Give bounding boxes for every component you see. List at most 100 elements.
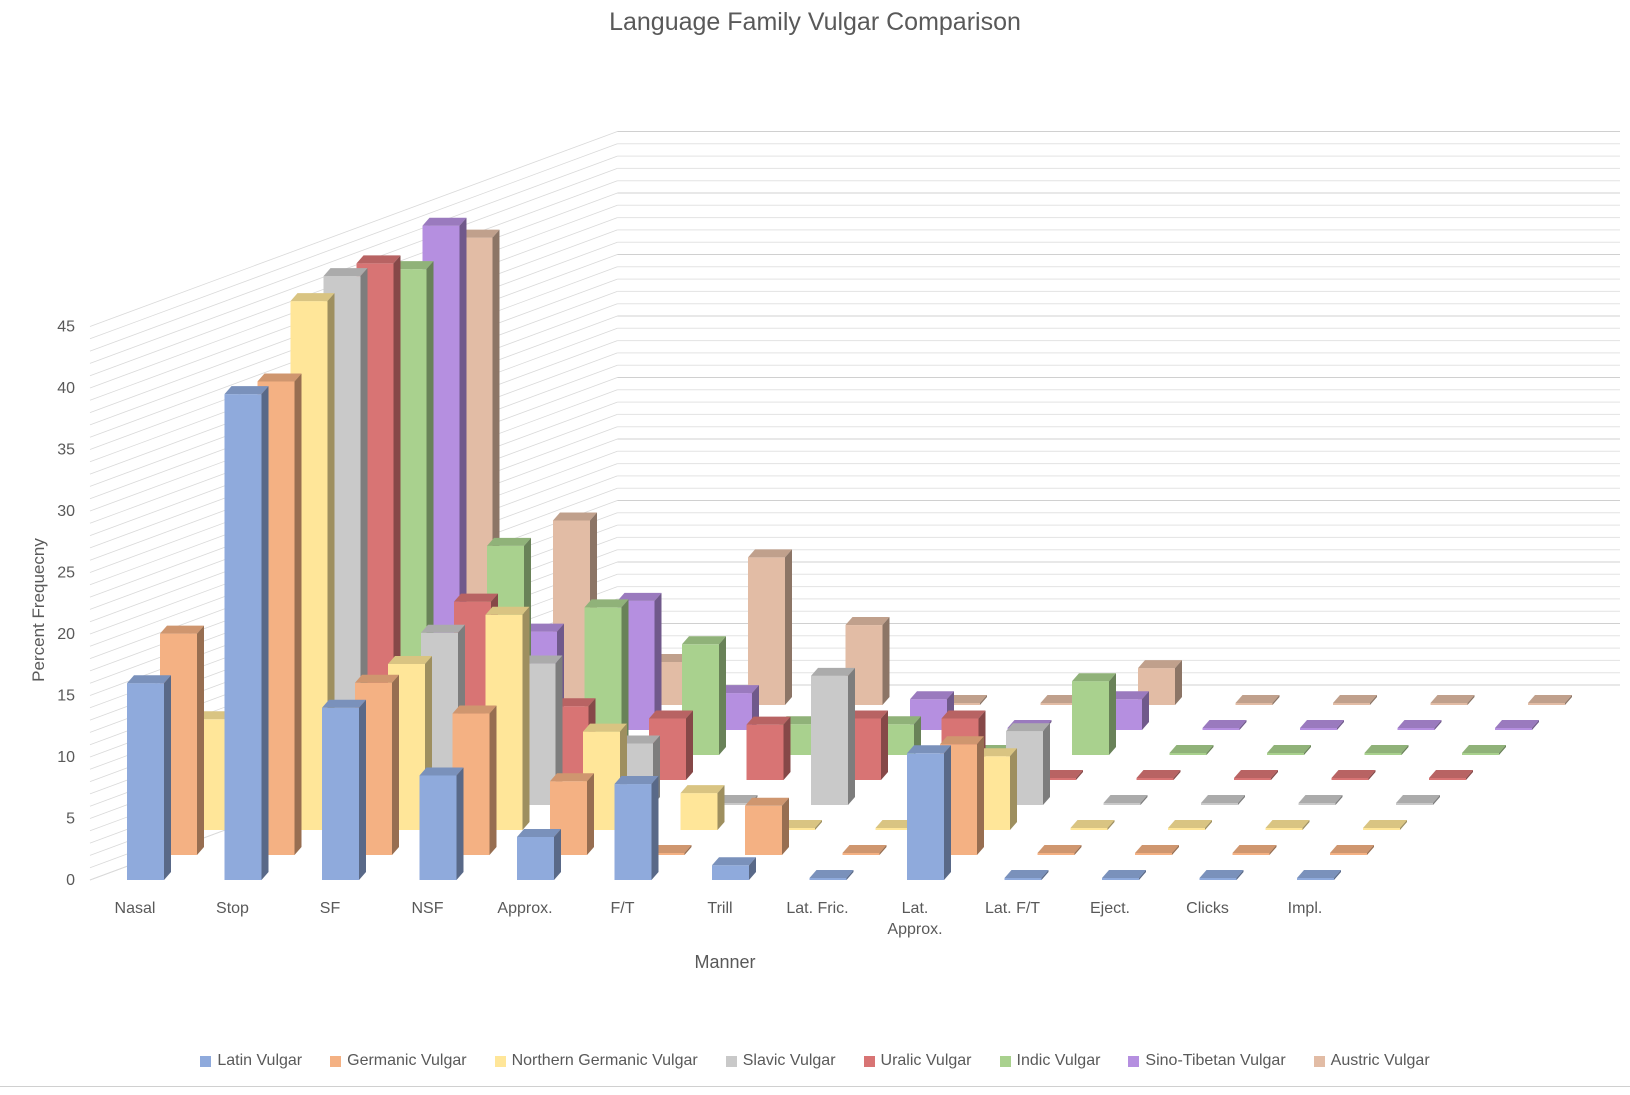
bar-2-9	[1070, 820, 1115, 830]
bar-side	[1400, 820, 1407, 830]
x-tick-label: Trill	[707, 900, 732, 917]
chart-axis-labels: 0 5 10 15 20 25 30 35 40 45 Nasal Stop SF NSF Approx. F…	[29, 319, 1322, 973]
bar-top	[1037, 845, 1082, 853]
side-gridline	[89, 131, 618, 327]
bar-6-10	[1300, 720, 1344, 730]
legend-label: Germanic Vulgar	[347, 1052, 467, 1069]
bar-top	[907, 745, 951, 754]
legend-item: Northern Germanic Vulgar	[494, 1052, 698, 1070]
bar-top	[257, 373, 302, 382]
bar-2-5	[680, 785, 725, 830]
x-tick-label: Lat. Approx.	[887, 900, 942, 938]
bar-front	[745, 805, 782, 855]
bar-top	[1397, 720, 1442, 728]
bar-side	[392, 674, 399, 855]
x-tick-label: Lat. Fric.	[786, 900, 848, 917]
y-tick-label: 30	[57, 503, 75, 520]
bar-side	[977, 736, 984, 855]
bar-side	[1302, 820, 1310, 830]
bar-2-10	[1168, 820, 1212, 830]
bar-front	[1267, 753, 1304, 755]
bar-front	[1396, 803, 1433, 805]
bar-5-12	[1462, 745, 1506, 755]
bar-side	[684, 845, 692, 855]
bar-top	[1331, 770, 1376, 778]
bar-front	[712, 865, 749, 880]
bar-side	[1140, 795, 1148, 805]
bar-0-2	[322, 699, 366, 880]
x-tick-label: SF	[320, 900, 341, 917]
bottom-divider	[0, 1086, 1630, 1087]
bar-3-12	[1396, 795, 1440, 805]
bar-front	[1297, 878, 1334, 880]
bar-side	[1206, 745, 1214, 755]
bar-front	[1462, 753, 1499, 755]
bar-7-10	[1333, 695, 1377, 705]
bar-side	[1334, 870, 1341, 880]
chart-legend: Latin Vulgar Germanic Vulgar Northern Germ…	[0, 1052, 1630, 1070]
bar-0-12	[1297, 870, 1341, 880]
bar-side	[782, 797, 789, 855]
bar-top	[1234, 770, 1278, 778]
bar-front	[842, 853, 880, 855]
bar-5-8	[1072, 673, 1116, 755]
bar-front	[1495, 728, 1532, 730]
bar-0-5	[614, 776, 659, 880]
legend-swatch	[1313, 1055, 1325, 1067]
x-tick-label: Approx.	[497, 900, 552, 917]
legend-item: Latin Vulgar	[200, 1052, 302, 1070]
bar-front	[1202, 728, 1240, 730]
bar-side	[881, 710, 888, 780]
bar-1-9	[1037, 845, 1082, 855]
bar-top	[290, 293, 335, 302]
bar-6-6	[910, 691, 954, 730]
bar-1-12	[1330, 845, 1374, 855]
bar-side	[1041, 870, 1049, 880]
bar-front	[1037, 853, 1075, 855]
bar-top	[811, 667, 855, 676]
bar-2-3	[485, 606, 530, 830]
bar-front	[1430, 703, 1468, 705]
bar-front	[1168, 828, 1205, 830]
bar-front	[1330, 853, 1367, 855]
bar-0-10	[1102, 870, 1146, 880]
legend-label: Slavic Vulgar	[742, 1052, 836, 1069]
bar-front	[1333, 703, 1370, 705]
bar-side	[1401, 745, 1409, 755]
bar-top	[617, 592, 662, 601]
bar-top	[485, 606, 530, 615]
bar-side	[1434, 720, 1442, 730]
bar-side	[1304, 745, 1311, 755]
bar-side	[815, 820, 822, 830]
legend-swatch	[999, 1055, 1011, 1067]
bar-front	[1528, 703, 1565, 705]
bar-top	[745, 797, 789, 806]
bar-side	[1271, 770, 1278, 780]
bar-top	[1265, 820, 1310, 828]
bar-top	[712, 857, 756, 866]
bar-top	[1201, 795, 1245, 803]
bar-top	[553, 512, 597, 521]
bar-side	[327, 293, 335, 831]
bar-0-11	[1199, 870, 1244, 880]
bar-top	[1300, 720, 1344, 728]
bar-top	[1070, 820, 1115, 828]
legend-label: Northern Germanic Vulgar	[511, 1052, 698, 1069]
bar-top	[1202, 720, 1247, 728]
bar-side	[1367, 845, 1374, 855]
bar-6-9	[1202, 720, 1247, 730]
bar-front	[1103, 803, 1141, 805]
legend-label: Latin Vulgar	[217, 1052, 303, 1069]
bar-top	[1072, 673, 1116, 682]
bar-front	[1135, 853, 1172, 855]
bar-top	[454, 593, 498, 602]
bar-front	[1429, 778, 1466, 780]
bar-4-12	[1429, 770, 1473, 780]
bar-side	[1433, 795, 1440, 805]
y-tick-label: 25	[57, 565, 75, 582]
bar-side	[294, 373, 302, 855]
legend-label: Sino-Tibetan Vulgar	[1145, 1052, 1286, 1069]
bar-front	[748, 557, 785, 705]
bar-top	[127, 675, 171, 684]
